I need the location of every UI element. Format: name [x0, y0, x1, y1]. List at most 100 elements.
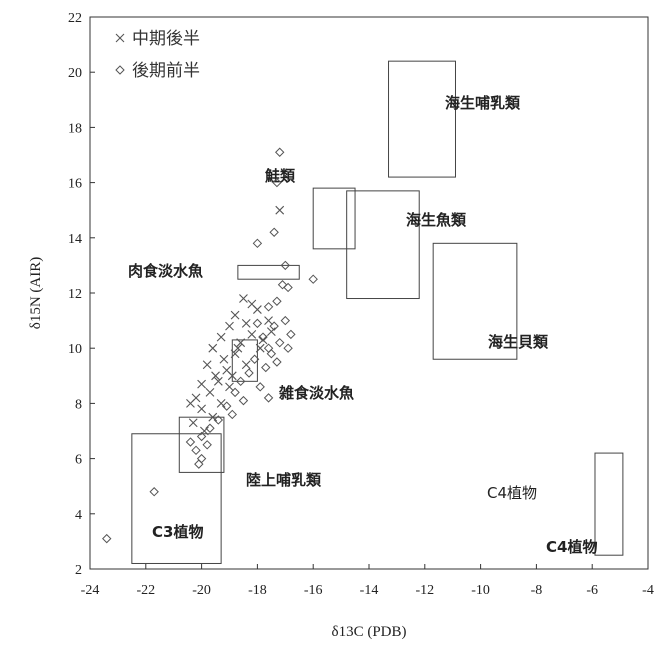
y-tick-label: 8	[75, 397, 82, 412]
y-tick-label: 2	[75, 563, 82, 578]
point-diamond	[238, 395, 249, 406]
region-box	[346, 190, 420, 300]
point-diamond	[263, 302, 274, 312]
x-tick-label: -18	[248, 583, 267, 598]
point-cross	[247, 299, 257, 309]
point-diamond	[252, 318, 263, 329]
region-box	[178, 416, 225, 473]
point-cross	[197, 404, 206, 414]
region-label: 海生貝類	[488, 333, 549, 351]
y-tick-label: 12	[68, 287, 82, 302]
x-tick-label: -8	[531, 583, 543, 598]
x-axis-title: δ13C (PDB)	[332, 624, 407, 640]
point-diamond	[283, 343, 293, 353]
plot-frame	[89, 16, 649, 570]
region-box	[432, 242, 518, 360]
point-cross	[211, 371, 220, 381]
point-diamond	[272, 177, 282, 188]
point-diamond	[258, 332, 268, 342]
region-label: 陸上哺乳類	[246, 471, 322, 489]
point-cross	[239, 294, 248, 303]
point-diamond	[230, 387, 240, 398]
point-diamond	[308, 274, 318, 284]
legend-label-late-early: 後期前半	[132, 61, 200, 81]
legend-item-mid-late: 中期後半	[115, 29, 200, 49]
x-axis: -24 -22 -20 -18 -16 -14 -12 -10 -8 -6 -4	[81, 564, 654, 598]
point-cross	[216, 332, 226, 342]
data-points	[102, 147, 318, 544]
point-diamond	[202, 440, 212, 450]
y-tick-label: 10	[68, 342, 82, 357]
point-cross	[197, 379, 206, 389]
point-diamond	[194, 459, 204, 469]
legend: 中期後半 後期前半	[115, 29, 200, 81]
region-label: 雑食淡水魚	[278, 384, 354, 402]
point-cross	[230, 349, 240, 359]
point-diamond	[249, 354, 260, 364]
point-diamond	[227, 409, 237, 420]
legend-diamond-icon	[115, 65, 125, 75]
x-tick-label: -16	[304, 583, 323, 598]
region-box	[594, 452, 624, 556]
x-tick-label: -20	[192, 583, 211, 598]
y-tick-label: 6	[75, 453, 82, 468]
y-tick-label: 4	[75, 508, 82, 523]
point-diamond	[263, 343, 274, 353]
point-cross	[219, 354, 229, 364]
point-cross	[255, 343, 265, 353]
region-label: C3植物	[152, 523, 203, 541]
region-label: 鮭類	[264, 167, 296, 185]
point-diamond	[263, 393, 274, 403]
point-cross	[241, 318, 251, 328]
y-tick-label: 14	[68, 232, 82, 247]
point-diamond	[277, 280, 288, 290]
point-diamond	[272, 357, 282, 367]
y-tick-label: 16	[68, 177, 82, 192]
y-axis: 2 4 6 8 10 12 14 16 18 20 22	[68, 11, 95, 578]
region-box	[131, 433, 222, 564]
region-label: 海生魚類	[406, 211, 467, 229]
point-diamond	[275, 337, 285, 348]
point-diamond	[196, 453, 207, 464]
point-cross	[275, 205, 285, 215]
point-cross	[225, 321, 234, 331]
region-box	[312, 187, 356, 250]
region-label: 海生哺乳類	[445, 94, 521, 112]
point-diamond	[222, 401, 232, 411]
point-diamond	[269, 227, 279, 237]
point-cross	[213, 376, 223, 386]
point-cross	[186, 399, 195, 408]
point-cross	[233, 343, 243, 353]
point-cross	[258, 335, 268, 345]
point-diamond	[286, 329, 296, 340]
y-axis-title: δ15N (AIR)	[28, 257, 44, 329]
point-diamond	[283, 282, 293, 293]
point-cross	[225, 382, 234, 392]
y-tick-label: 22	[68, 11, 82, 26]
point-cross	[227, 371, 237, 381]
point-cross	[200, 426, 209, 436]
annotation-c4-plants: C4植物	[487, 484, 537, 502]
point-cross	[216, 399, 226, 408]
point-diamond	[244, 368, 254, 378]
point-cross	[266, 327, 276, 337]
x-tick-label: -14	[360, 583, 379, 598]
point-diamond	[266, 349, 277, 359]
point-diamond	[191, 445, 201, 456]
point-diamond	[252, 238, 263, 249]
region-boxes	[131, 60, 624, 564]
point-diamond	[275, 147, 285, 157]
x-tick-label: -24	[81, 583, 100, 598]
x-tick-label: -22	[136, 583, 155, 598]
point-cross	[208, 343, 218, 353]
point-diamond	[269, 321, 279, 331]
x-tick-label: -4	[642, 583, 654, 598]
point-cross	[230, 310, 240, 320]
x-tick-label: -12	[415, 583, 434, 598]
point-cross	[264, 316, 273, 325]
point-diamond	[261, 362, 271, 373]
point-diamond	[205, 423, 215, 433]
y-tick-label: 18	[68, 121, 82, 136]
